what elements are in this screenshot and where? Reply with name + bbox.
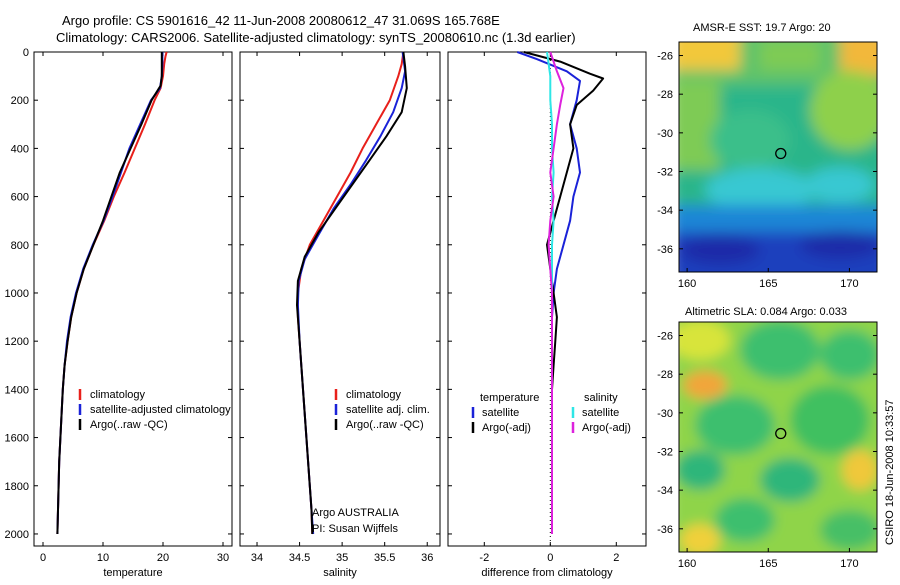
depth-tick-label: 1600 [5, 433, 29, 445]
sst-map-title: AMSR-E SST: 19.7 Argo: 20 [693, 22, 831, 34]
salinity-xtick-label: 35 [336, 552, 348, 564]
difference-xtick-label: -2 [479, 552, 489, 564]
sla-lat-label: -34 [657, 485, 673, 497]
sst-float-position-marker [775, 147, 787, 160]
sst-lon-label: 170 [840, 278, 858, 290]
footnote-argo-australia: Argo AUSTRALIA [312, 507, 399, 519]
legend-header-salinity: salinity [584, 392, 618, 404]
salinity-xtick-label: 36 [421, 552, 433, 564]
sst-lon-label: 165 [759, 278, 777, 290]
sst-lat-label: -32 [657, 166, 673, 178]
difference-xtick-label: 0 [547, 552, 553, 564]
difference-axes-frame [447, 51, 647, 547]
temperature-legend-label: climatology [90, 389, 146, 401]
salinity-series-satellite-adj-clim- [296, 51, 407, 535]
footnote-pi-name: PI: Susan Wijffels [312, 523, 398, 535]
salinity-xtick-label: 34 [251, 552, 263, 564]
legend-header-temperature: temperature [480, 392, 539, 404]
sla-map-title: Altimetric SLA: 0.084 Argo: 0.033 [685, 306, 847, 318]
depth-tick-label: 400 [11, 143, 29, 155]
sla-lat-label: -30 [657, 408, 673, 420]
depth-tick-label: 1800 [5, 481, 29, 493]
temperature-series-argo-raw-qc- [56, 52, 163, 535]
sla-lat-label: -26 [657, 331, 673, 343]
legend-label-temperature: Argo(-adj) [482, 422, 531, 434]
difference-xtick-label: 2 [613, 552, 619, 564]
depth-tick-label: 600 [11, 192, 29, 204]
temperature-axis-label: temperature [103, 567, 162, 579]
depth-tick-label: 1200 [5, 336, 29, 348]
salinity-legend-label: satellite adj. clim. [346, 404, 430, 416]
temperature-axes-frame [33, 51, 233, 547]
salinity-xtick-label: 35.5 [374, 552, 395, 564]
sla-lon-label: 170 [840, 558, 858, 570]
sla-map-frame [678, 321, 878, 553]
figure-title-line2: Climatology: CARS2006. Satellite-adjuste… [56, 30, 576, 45]
sla-float-position-marker [775, 427, 787, 440]
salinity-legend-label: climatology [346, 389, 402, 401]
sst-field [679, 42, 877, 272]
sst-lat-label: -28 [657, 89, 673, 101]
salinity-profile-panel: 34 34.5 35 35.5 36 salinity climatology satelli… [239, 51, 441, 579]
depth-tick-label: 800 [11, 240, 29, 252]
depth-tick-label: 0 [23, 47, 29, 59]
sst-lat-label: -26 [657, 51, 673, 63]
sst-lat-label: -30 [657, 128, 673, 140]
sla-lon-label: 165 [759, 558, 777, 570]
depth-tick-label: 1000 [5, 288, 29, 300]
temperature-series-climatology [56, 51, 168, 535]
difference-series-temperature-argo-adj- [523, 51, 605, 534]
sla-lat-label: -28 [657, 369, 673, 381]
depth-tick-label: 1400 [5, 384, 29, 396]
temperature-legend-label: satellite-adjusted climatology [90, 404, 231, 416]
sla-lat-label: -36 [657, 524, 673, 536]
salinity-series-argo-raw-qc- [296, 51, 408, 535]
sst-map-frame [678, 41, 878, 273]
depth-tick-label: 200 [11, 95, 29, 107]
sla-field [679, 322, 877, 552]
salinity-legend-label: Argo(..raw -QC) [346, 419, 424, 431]
sst-lat-label: -36 [657, 244, 673, 256]
sla-lon-label: 160 [678, 558, 696, 570]
figure-title-line1: Argo profile: CS 5901616_42 11-Jun-2008 … [62, 13, 500, 28]
salinity-axes-frame [239, 51, 441, 547]
sst-lat-label: -34 [657, 205, 673, 217]
legend-label-salinity: satellite [582, 407, 619, 419]
legend-label-temperature: satellite [482, 407, 519, 419]
temperature-xtick-label: 30 [217, 552, 229, 564]
temperature-series-satellite-adjusted-climatology [56, 52, 164, 535]
side-timestamp-label: CSIRO 18-Jun-2008 10:33:57 [884, 399, 896, 545]
temperature-legend-label: Argo(..raw -QC) [90, 419, 168, 431]
salinity-axis-label: salinity [323, 567, 357, 579]
temperature-profile-panel: 0 200 400 600 800 1000 1200 1400 1600 1800 2000 0 10… [5, 47, 233, 579]
legend-label-salinity: Argo(-adj) [582, 422, 631, 434]
temperature-xtick-label: 20 [157, 552, 169, 564]
difference-series-salinity-argo-adj- [547, 51, 565, 534]
difference-axis-label: difference from climatology [481, 567, 613, 579]
sst-lon-label: 160 [678, 278, 696, 290]
sla-map-panel: -26 -28 -30 -32 -34 -36 160 165 170 [657, 321, 878, 570]
sla-lat-label: -32 [657, 446, 673, 458]
temperature-xtick-label: 10 [97, 552, 109, 564]
depth-tick-label: 2000 [5, 529, 29, 541]
temperature-xtick-label: 0 [40, 552, 46, 564]
salinity-xtick-label: 34.5 [289, 552, 310, 564]
sst-map-panel: -26 -28 -30 -32 -34 -36 160 165 170 [657, 41, 878, 290]
